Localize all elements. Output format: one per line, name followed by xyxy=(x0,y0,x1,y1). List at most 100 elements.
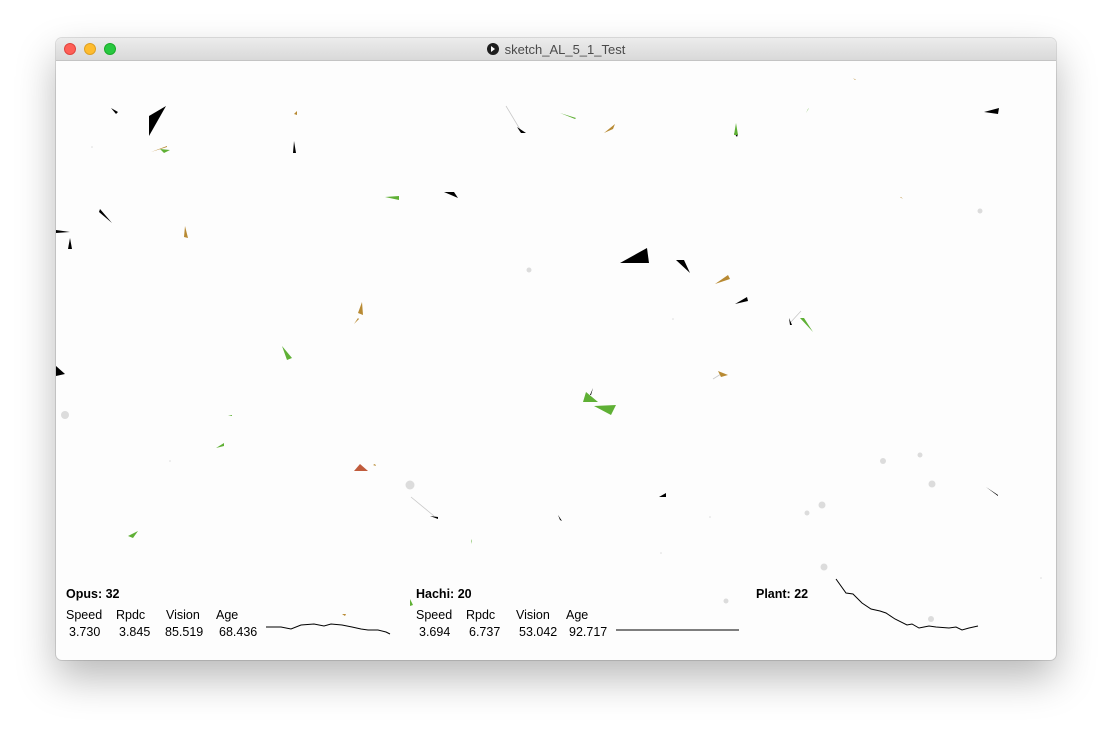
predator-triangle xyxy=(558,515,562,521)
simulation-canvas: Opus: 32 Speed Rpdc Vision Age 3.730 3.8… xyxy=(56,61,1056,660)
hachi-header: Hachi: 20 xyxy=(416,587,472,601)
predator-triangle xyxy=(590,388,593,395)
close-window-button[interactable] xyxy=(64,43,76,55)
predator-triangle xyxy=(149,106,166,136)
minimize-window-button[interactable] xyxy=(84,43,96,55)
plant-stats-panel: Plant: 22 xyxy=(756,587,856,607)
tracking-line xyxy=(505,105,522,132)
hybrid-triangle xyxy=(184,226,188,238)
tracking-line xyxy=(410,496,435,517)
herbivore-triangle xyxy=(216,443,224,448)
plant xyxy=(61,411,69,419)
plant xyxy=(709,516,711,518)
hachi-count: 20 xyxy=(457,587,472,601)
herbivore-triangle xyxy=(806,108,809,113)
plant-count: 22 xyxy=(794,587,809,601)
opus-population-graph xyxy=(266,623,391,635)
herbivore-triangle xyxy=(594,405,616,415)
hybrid-triangle xyxy=(342,614,346,616)
opus-speed-value: 3.730 xyxy=(69,625,101,639)
plant xyxy=(526,267,532,273)
stat-label-age: Age xyxy=(566,608,589,622)
herbivore-triangle xyxy=(583,392,598,402)
hachi-stats-panel: Hachi: 20 Speed Rpdc Vision Age 3.694 6.… xyxy=(416,587,736,647)
plant xyxy=(169,460,171,462)
predator-triangle xyxy=(676,260,690,273)
simulation-drawing xyxy=(56,78,1042,635)
herbivore-triangle xyxy=(800,318,813,332)
plant xyxy=(977,208,983,214)
hybrid-triangle xyxy=(358,302,363,315)
tracking-line xyxy=(789,310,802,324)
plant xyxy=(660,552,662,554)
plant xyxy=(917,452,923,458)
plant xyxy=(723,598,729,604)
hybrid-triangle xyxy=(715,275,730,284)
plant xyxy=(405,480,415,490)
hybrid-triangle xyxy=(718,371,728,377)
hybrid-triangle xyxy=(853,78,856,80)
opus-header: Opus: 32 xyxy=(66,587,120,601)
herbivore-triangle xyxy=(410,599,413,606)
stat-label-speed: Speed xyxy=(66,608,103,622)
hybrid-triangle xyxy=(354,318,359,324)
window-title: sketch_AL_5_1_Test xyxy=(504,41,626,57)
plant xyxy=(818,501,826,509)
hybrid-triangle xyxy=(900,197,903,199)
herbivore-triangle xyxy=(385,196,399,200)
herbivore-triangle xyxy=(160,149,170,153)
opus-count: 32 xyxy=(105,587,120,601)
predator-triangle xyxy=(620,248,649,263)
opus-age-value: 68.436 xyxy=(219,625,258,639)
plant-population-graph xyxy=(835,578,979,631)
stat-label-rpdc: Rpdc xyxy=(466,608,496,622)
hachi-vision-value: 53.042 xyxy=(519,625,558,639)
hybrid-triangle xyxy=(294,111,297,115)
predator-triangle xyxy=(99,209,112,223)
predator-triangle xyxy=(986,487,998,496)
predator-triangle xyxy=(984,108,999,114)
predator-triangle xyxy=(56,230,70,233)
opus-rpdc-value: 3.845 xyxy=(119,625,151,639)
sketch-window: sketch_AL_5_1_Test xyxy=(56,38,1056,660)
herbivore-triangle xyxy=(228,415,232,416)
stat-label-age: Age xyxy=(216,608,239,622)
predator-triangle xyxy=(659,493,666,497)
herbivore-triangle xyxy=(734,123,738,135)
hachi-age-value: 92.717 xyxy=(569,625,608,639)
tracking-line xyxy=(712,373,722,380)
plant-label: Plant: xyxy=(756,587,791,601)
predator-triangle xyxy=(444,192,458,198)
hybrids xyxy=(151,78,903,616)
herbivore-triangle xyxy=(128,531,138,538)
predators xyxy=(56,106,999,521)
hachi-label: Hachi: xyxy=(416,587,455,601)
opus-stats-panel: Opus: 32 Speed Rpdc Vision Age 3.730 3.8… xyxy=(66,587,386,647)
hachi-rpdc-value: 6.737 xyxy=(469,625,501,639)
plant xyxy=(820,563,828,571)
predator-triangle xyxy=(789,318,792,325)
predator-triangle xyxy=(735,297,748,304)
predator-triangle xyxy=(111,108,118,114)
hachi-speed-value: 3.694 xyxy=(419,625,451,639)
plant-header: Plant: 22 xyxy=(756,587,808,601)
plant xyxy=(91,146,93,148)
herbivore-triangle xyxy=(471,539,472,544)
stat-label-speed: Speed xyxy=(416,608,453,622)
predator-triangle xyxy=(56,366,65,376)
herbivore-triangle xyxy=(560,113,576,119)
tracking-lines xyxy=(410,105,802,517)
plant xyxy=(928,616,934,622)
title-bar[interactable]: sketch_AL_5_1_Test xyxy=(56,38,1056,61)
stat-label-vision: Vision xyxy=(516,608,550,622)
opus-vision-value: 85.519 xyxy=(165,625,204,639)
plant xyxy=(804,510,810,516)
zoom-window-button[interactable] xyxy=(104,43,116,55)
hybrid-triangle xyxy=(151,146,167,152)
stat-label-rpdc: Rpdc xyxy=(116,608,146,622)
opus-label: Opus: xyxy=(66,587,103,601)
hybrid-triangle xyxy=(604,124,615,133)
predator-triangle xyxy=(293,141,296,153)
plant xyxy=(880,458,886,464)
predator-triangle xyxy=(517,127,526,133)
